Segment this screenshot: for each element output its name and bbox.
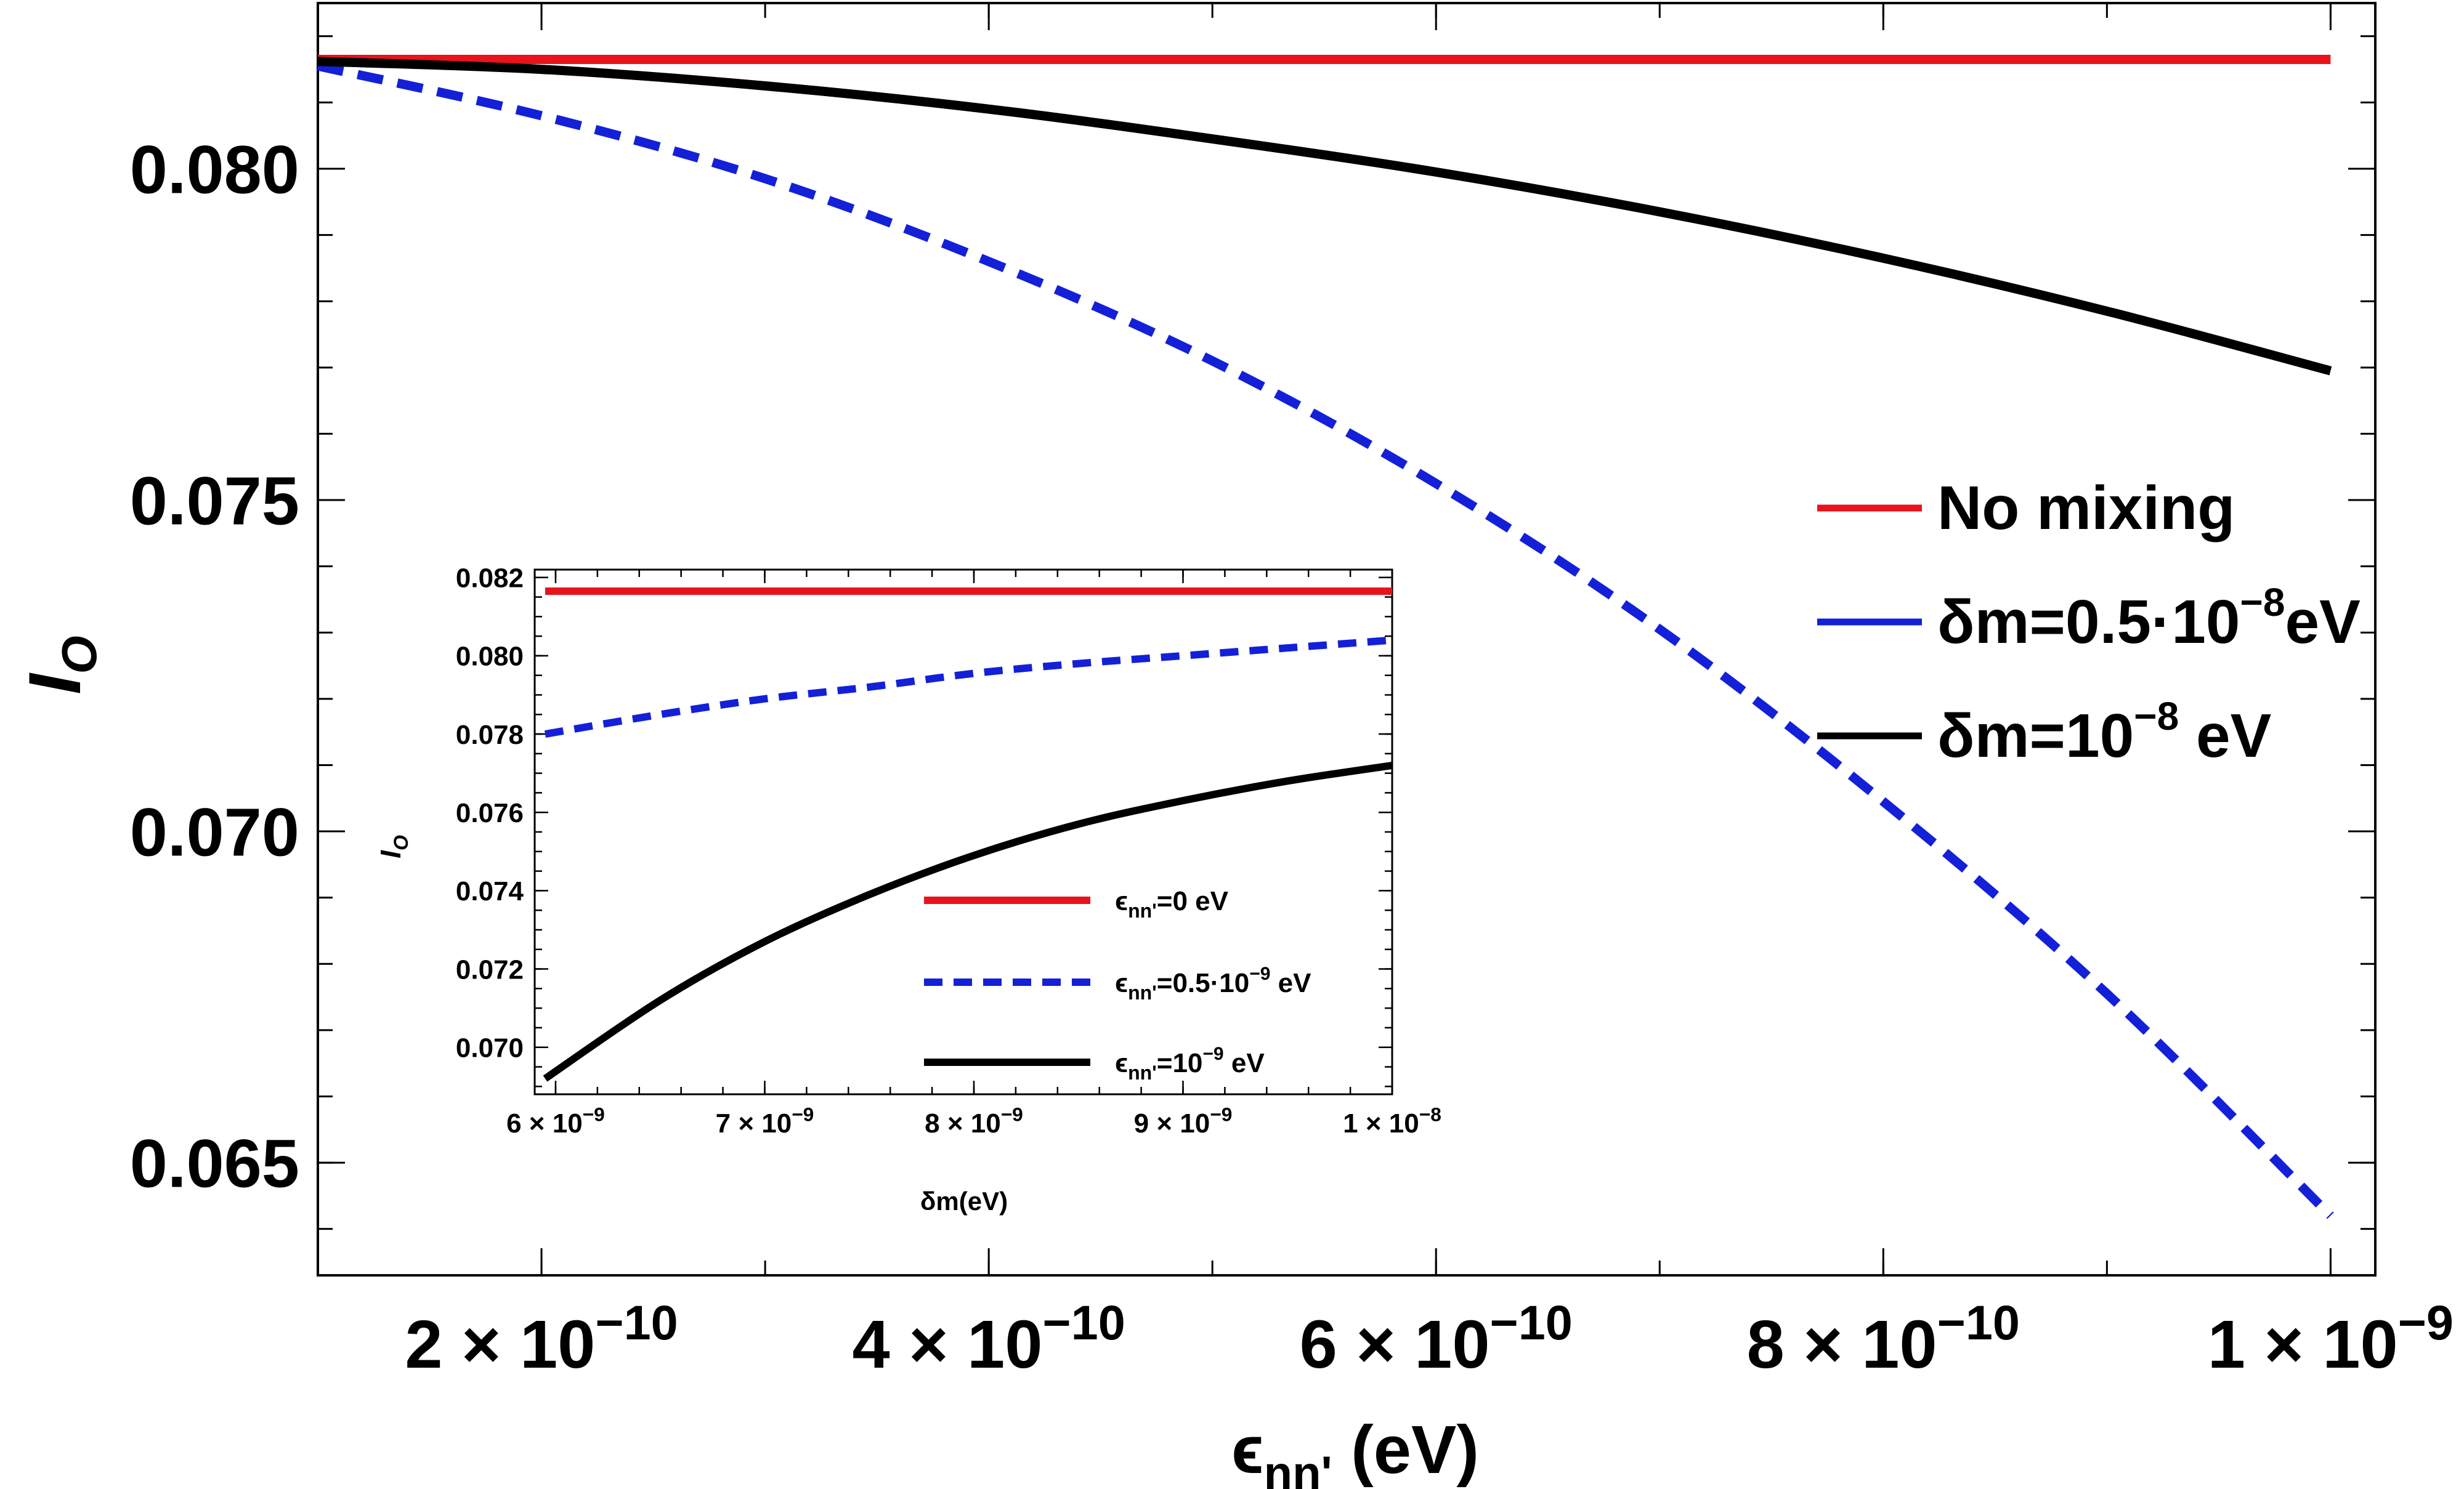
legend-value: =0 eV (1157, 886, 1229, 916)
inset-x-tick-label: 7 × 10−9 (716, 1104, 814, 1139)
legend-superscript: −9 (1202, 1044, 1223, 1064)
main-series-dm-1e-8 (317, 57, 2332, 376)
x-tick-times: × 10 (522, 1108, 583, 1139)
x-tick-times: × 10 (1358, 1108, 1419, 1139)
legend-subscript: nn' (1128, 900, 1157, 922)
legend-subscript: nn' (1128, 1062, 1157, 1084)
main-y-tick-label: 0.065 (130, 1126, 299, 1202)
x-tick-mantissa: 8 (925, 1108, 939, 1139)
inset-y-tick-label: 0.078 (456, 720, 524, 750)
legend-value: =10 (1157, 1048, 1203, 1078)
inset-x-tick-label: 6 × 10−9 (506, 1104, 605, 1139)
main-y-axis-title: IO (14, 636, 107, 695)
x-tick-mantissa: 9 (1134, 1108, 1149, 1139)
inset-series-eps-0.5e-9 (544, 636, 1393, 738)
main-x-axis-title: ϵnn' (eV) (1231, 1412, 1479, 1489)
legend-epsilon: ϵ (1115, 968, 1128, 998)
x-tick-exponent: −9 (1001, 1104, 1023, 1126)
inset-y-tick-label: 0.074 (456, 876, 524, 906)
main-series-dm-0.5e-8 (317, 61, 2334, 1219)
x-tick-mantissa: 6 (1300, 1307, 1337, 1382)
x-tick-exponent: −10 (1490, 1295, 1573, 1350)
inset-x-axis-title: δm(eV) (920, 1187, 1008, 1216)
inset-y-axis-symbol: I (375, 850, 407, 858)
x-tick-exponent: −8 (1419, 1104, 1441, 1126)
inset-y-tick-label: 0.072 (456, 954, 524, 985)
inset-y-tick-label: 0.076 (456, 798, 524, 828)
inset-y-axis-subscript: O (390, 835, 412, 850)
legend-unit: eV (2285, 587, 2361, 656)
legend-unit: eV (1224, 1048, 1265, 1078)
inset-legend-label-eps-1e-9: ϵnn'=10−9 eV (1115, 1044, 1265, 1084)
x-tick-times: × 10 (2245, 1307, 2398, 1382)
main-x-tick-label: 4 × 10−10 (853, 1295, 1125, 1382)
inset-chart: 6 × 10−9 7 × 10−9 8 × 10−9 9 × 10−9 1 × 10−8… (375, 563, 1441, 1216)
inset-x-tick-label: 9 × 10−9 (1134, 1104, 1233, 1139)
x-axis-subscript: nn' (1264, 1447, 1332, 1489)
x-tick-exponent: −10 (1937, 1295, 2020, 1350)
x-tick-times: × 10 (1337, 1307, 1490, 1382)
x-tick-exponent: −10 (1042, 1295, 1125, 1350)
inset-legend-label-eps-0: ϵnn'=0 eV (1115, 886, 1229, 922)
legend-text: No mixing (1937, 474, 2235, 543)
x-tick-times: × 10 (443, 1307, 596, 1382)
x-tick-times: × 10 (890, 1307, 1043, 1382)
x-tick-mantissa: 7 (716, 1108, 731, 1139)
legend-subscript: nn' (1128, 982, 1157, 1004)
legend-unit: eV (1270, 968, 1311, 998)
legend-superscript: −8 (2134, 694, 2179, 738)
x-tick-times: × 10 (1785, 1307, 1937, 1382)
inset-legend-label-eps-0.5e-9: ϵnn'=0.5·10−9 eV (1115, 964, 1311, 1004)
legend-epsilon: ϵ (1115, 1048, 1128, 1078)
x-tick-exponent: −9 (792, 1104, 814, 1126)
main-x-tick-label: 8 × 10−10 (1747, 1295, 2020, 1382)
inset-series-eps-1e-9 (543, 761, 1393, 1082)
inset-y-tick-label: 0.080 (456, 642, 524, 672)
main-x-tick-label: 2 × 10−10 (405, 1295, 678, 1382)
x-axis-unit: (eV) (1332, 1412, 1479, 1488)
legend-unit: eV (2179, 701, 2271, 770)
legend-superscript: −8 (2240, 580, 2285, 624)
x-tick-mantissa: 4 (853, 1307, 890, 1382)
x-tick-times: × 10 (940, 1108, 1001, 1139)
x-tick-mantissa: 1 (1343, 1108, 1358, 1139)
legend-label-dm-1e-8: δm=10−8 eV (1937, 694, 2272, 770)
x-tick-mantissa: 1 (2208, 1307, 2245, 1382)
x-tick-exponent: −9 (2398, 1295, 2454, 1350)
x-tick-times: × 10 (731, 1108, 792, 1139)
x-tick-mantissa: 2 (405, 1307, 442, 1382)
x-tick-exponent: −9 (583, 1104, 605, 1126)
x-tick-times: × 10 (1149, 1108, 1210, 1139)
legend-text: δm=10 (1937, 701, 2134, 770)
x-tick-mantissa: 6 (506, 1108, 521, 1139)
inset-y-tick-label: 0.082 (456, 563, 524, 594)
y-axis-symbol: I (14, 672, 96, 695)
inset-y-axis-title: IO (375, 835, 412, 858)
main-y-tick-label: 0.075 (130, 464, 299, 539)
x-axis-symbol: ϵ (1231, 1412, 1264, 1488)
main-y-tick-label: 0.070 (130, 795, 299, 871)
legend-label-dm-0.5e-8: δm=0.5·10−8eV (1937, 580, 2361, 656)
legend-value: =0.5·10 (1157, 968, 1249, 998)
legend-text: δm=0.5·10 (1937, 587, 2240, 656)
legend-epsilon: ϵ (1115, 886, 1128, 916)
x-tick-exponent: −10 (595, 1295, 678, 1350)
inset-x-tick-label: 8 × 10−9 (925, 1104, 1023, 1139)
inset-x-tick-label: 1 × 10−8 (1343, 1104, 1441, 1139)
main-y-tick-label: 0.080 (130, 132, 299, 208)
main-x-tick-label: 1 × 10−9 (2208, 1295, 2454, 1382)
x-tick-exponent: −9 (1210, 1104, 1232, 1126)
y-axis-subscript: O (52, 636, 107, 674)
inset-y-tick-label: 0.070 (456, 1033, 524, 1063)
legend-label-no-mixing: No mixing (1937, 474, 2235, 543)
x-tick-mantissa: 8 (1747, 1307, 1785, 1382)
inset-plot-frame (533, 568, 1393, 1096)
legend-superscript: −9 (1249, 964, 1270, 984)
main-x-tick-label: 6 × 10−10 (1300, 1295, 1573, 1382)
